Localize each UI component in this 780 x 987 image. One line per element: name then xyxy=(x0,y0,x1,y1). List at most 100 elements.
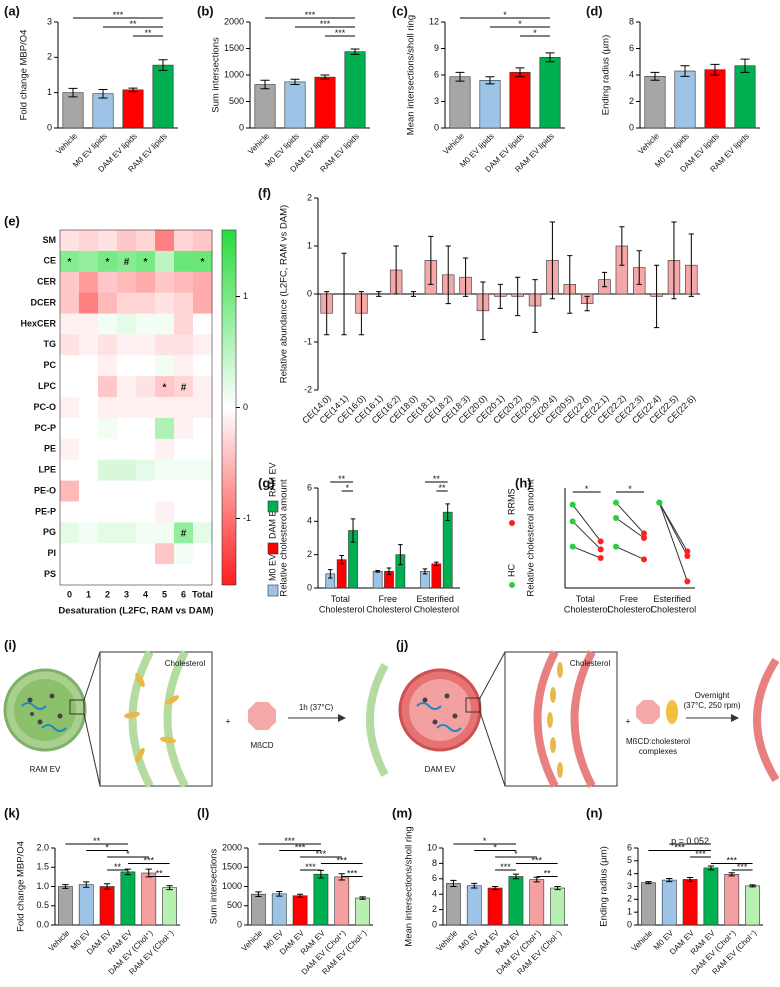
bar xyxy=(734,65,756,129)
cholesterol-molecules xyxy=(124,672,180,763)
error-bar xyxy=(650,71,660,81)
heatmap-cell xyxy=(60,376,80,398)
error-bar xyxy=(707,865,715,871)
error-bar xyxy=(740,58,750,73)
heatmap-cell xyxy=(155,564,175,586)
heatmap-cell xyxy=(60,250,80,273)
point xyxy=(569,518,576,525)
y-tick-label: 2 xyxy=(47,52,52,62)
sig-label: *** xyxy=(726,856,737,866)
point xyxy=(641,535,647,541)
heatmap-cell xyxy=(117,522,137,544)
ev-lumen xyxy=(409,679,471,741)
significance-marker: * xyxy=(106,257,110,268)
point xyxy=(641,556,647,563)
y-tick-label: 0 xyxy=(47,122,52,132)
ev-cargo xyxy=(422,693,458,725)
heatmap-cell xyxy=(79,543,99,565)
sig-label: ** xyxy=(93,836,101,846)
x-tick-label: Vehicle xyxy=(435,928,460,953)
error-bar xyxy=(549,221,556,300)
heatmap-cell xyxy=(193,355,213,377)
heatmap-cell xyxy=(174,438,194,461)
heatmap-cell xyxy=(60,459,80,482)
label-line: Esterified xyxy=(653,594,693,604)
row-label: PE-P xyxy=(35,506,56,516)
bar xyxy=(292,895,308,926)
x-tick-label: Esterified Cholesterol xyxy=(414,594,460,614)
ev-rna xyxy=(21,702,67,732)
point xyxy=(613,515,619,521)
y-tick-label: 10 xyxy=(427,842,437,852)
row-label: LPC xyxy=(38,381,57,391)
panel-label: (k) xyxy=(4,805,20,820)
heatmap-cell xyxy=(98,250,118,273)
sig-label: ** xyxy=(433,474,441,484)
heatmap-cell xyxy=(193,438,213,461)
sig-label: * xyxy=(483,836,487,846)
y-axis-label: Sum intersections xyxy=(209,849,220,925)
sig-label: *** xyxy=(500,862,511,872)
y-tick-label: 8 xyxy=(432,858,437,868)
heatmap-cell xyxy=(79,376,99,398)
label-line: Free xyxy=(619,594,640,604)
zoom-lines xyxy=(83,651,101,787)
sig-label: *** xyxy=(295,843,306,853)
legend-swatch xyxy=(267,500,279,513)
y-tick-label: 6 xyxy=(307,482,312,492)
sig-label: ** xyxy=(156,869,164,879)
bar xyxy=(120,871,136,926)
label-line: Cholesterol xyxy=(607,605,653,615)
bar xyxy=(508,876,524,926)
heatmap-cell xyxy=(193,230,213,252)
heatmap-cell xyxy=(136,250,156,273)
heatmap-cell xyxy=(136,334,156,356)
heatmap-cell xyxy=(155,522,175,544)
heatmap-cell xyxy=(117,438,137,461)
sig-label: *** xyxy=(336,856,347,866)
heatmap-cell xyxy=(193,522,213,544)
heatmap-cell xyxy=(136,376,156,398)
pair-line xyxy=(572,546,601,559)
heatmap-cell xyxy=(79,292,99,315)
heatmap-cell xyxy=(117,250,137,273)
bar xyxy=(254,84,276,129)
membrane xyxy=(753,657,780,783)
legend-label: RRMS xyxy=(506,489,516,516)
y-axis-label: Relative abundance (L2FC, RAM vs DAM) xyxy=(279,205,290,383)
sig-label: *** xyxy=(113,10,124,20)
heatmap-cell xyxy=(174,564,194,586)
heatmap-cell xyxy=(117,459,137,482)
point xyxy=(684,578,691,585)
bar xyxy=(99,886,115,926)
error-bar xyxy=(358,291,365,336)
pair-line xyxy=(572,504,602,542)
x-tick-label: Total Cholesterol xyxy=(319,594,365,614)
heatmap-cell xyxy=(174,543,194,565)
y-tick-label: 1.5 xyxy=(36,862,49,872)
error-bar xyxy=(422,568,428,575)
y-tick-label: 3 xyxy=(434,96,439,106)
membrane xyxy=(128,650,154,788)
y-tick-label: 2 xyxy=(307,192,312,202)
heatmap-cell xyxy=(155,543,175,565)
y-tick-label: 500 xyxy=(227,900,242,910)
panel-label: (i) xyxy=(4,637,16,652)
legend-label: HC xyxy=(506,564,516,577)
sig-label: *** xyxy=(305,862,316,872)
error-bar xyxy=(68,87,78,98)
membrane xyxy=(163,650,189,788)
heatmap-cell xyxy=(98,313,118,335)
heatmap-cell xyxy=(117,355,137,377)
diagram-i: (i) Cholesterol RAM EV + MßCD 1h (37°C) xyxy=(3,637,389,788)
heatmap-cell xyxy=(117,292,137,315)
y-tick-label: 9 xyxy=(434,43,439,53)
legend-marker xyxy=(509,520,515,526)
heatmap-cell xyxy=(117,480,137,502)
heatmap-cell xyxy=(155,355,175,377)
y-tick-label: 0 xyxy=(434,122,439,132)
heatmap-cell xyxy=(155,271,175,294)
heatmap-cell xyxy=(136,522,156,544)
significance-marker: * xyxy=(144,257,148,268)
cholesterol-label: Cholesterol xyxy=(165,659,206,668)
